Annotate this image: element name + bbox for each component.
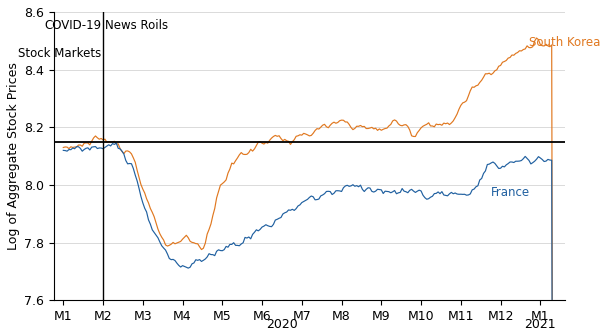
Text: France: France: [491, 186, 530, 199]
Text: News Roils: News Roils: [105, 19, 168, 32]
Text: Stock Markets: Stock Markets: [18, 47, 101, 59]
Text: COVID-19: COVID-19: [44, 19, 101, 32]
Text: 2020: 2020: [266, 318, 298, 330]
Y-axis label: Log of Aggregate Stock Prices: Log of Aggregate Stock Prices: [7, 62, 20, 250]
Text: 2021: 2021: [525, 318, 556, 330]
Text: South Korea: South Korea: [529, 36, 600, 49]
